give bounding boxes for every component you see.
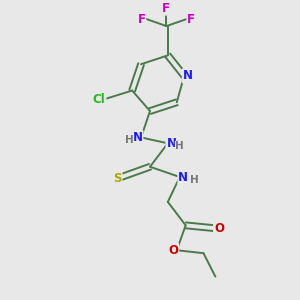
- Text: O: O: [168, 244, 178, 257]
- Text: H: H: [190, 175, 199, 185]
- Text: F: F: [187, 13, 195, 26]
- Text: H: H: [125, 135, 134, 145]
- Text: N: N: [183, 69, 193, 82]
- Text: N: N: [167, 137, 176, 150]
- Text: F: F: [138, 13, 146, 26]
- Text: F: F: [162, 2, 170, 15]
- Text: O: O: [214, 222, 224, 235]
- Text: H: H: [175, 141, 184, 151]
- Text: N: N: [178, 170, 188, 184]
- Text: Cl: Cl: [93, 93, 106, 106]
- Text: N: N: [133, 131, 142, 144]
- Text: S: S: [113, 172, 122, 185]
